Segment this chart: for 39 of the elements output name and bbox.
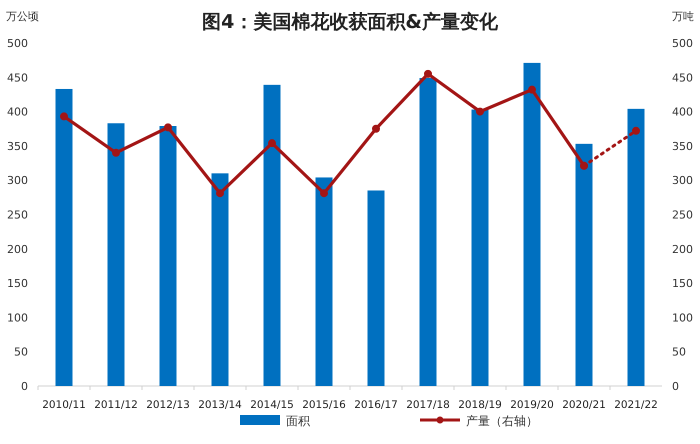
x-tick-label: 2011/12 [94,399,138,411]
y-tick-label: 100 [7,311,28,324]
legend-label: 产量（右轴） [466,414,538,428]
y2-tick-label: 150 [672,277,693,290]
y2-tick-label: 450 [672,71,693,84]
x-tick-label: 2014/15 [250,399,294,411]
y-tick-label: 450 [7,71,28,84]
y2-tick-label: 300 [672,174,693,188]
x-tick-label: 2013/14 [198,399,242,411]
chart-title: 图4：美国棉花收获面积&产量变化 [202,11,499,33]
legend-label: 面积 [286,414,310,428]
y2-tick-label: 100 [672,311,693,324]
x-tick-label: 2018/19 [458,399,502,411]
y-tick-label: 300 [7,174,28,188]
x-tick-label: 2020/21 [562,399,606,411]
y2-tick-label: 250 [672,208,693,222]
x-tick-label: 2019/20 [510,399,554,411]
y2-tick-label: 500 [672,37,693,50]
y-tick-label: 200 [7,242,28,256]
y-tick-label: 150 [7,277,28,290]
y2-tick-label: 50 [672,346,686,359]
y2-tick-label: 400 [672,106,693,119]
y-tick-label: 400 [7,106,28,119]
y-tick-label: 50 [14,346,28,359]
y2-tick-label: 350 [672,140,693,153]
x-tick-label: 2010/11 [42,399,86,411]
y-tick-label: 350 [7,140,28,153]
y-tick-label: 0 [21,380,28,393]
x-tick-label: 2015/16 [302,399,346,411]
x-tick-label: 2017/18 [406,399,450,411]
y2-tick-label: 200 [672,242,693,256]
x-tick-label: 2012/13 [146,399,190,411]
y2-tick-label: 0 [672,380,679,393]
y-axis-title: 万公顷 [6,10,39,23]
y-tick-label: 500 [7,37,28,50]
y-tick-label: 250 [7,208,28,222]
x-tick-label: 2021/22 [614,399,658,411]
x-tick-label: 2016/17 [354,399,398,411]
y2-axis-title: 万吨 [672,10,694,23]
